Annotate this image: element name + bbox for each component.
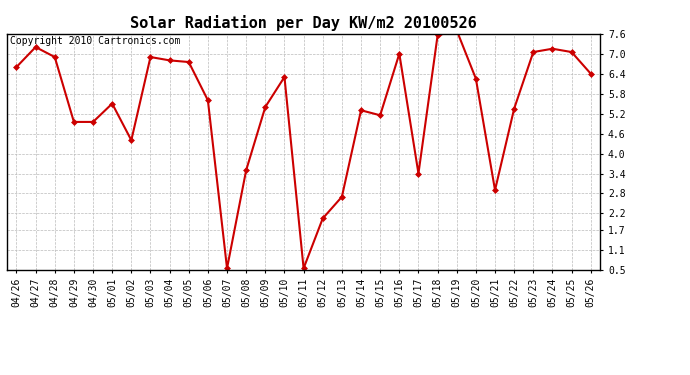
Title: Solar Radiation per Day KW/m2 20100526: Solar Radiation per Day KW/m2 20100526 — [130, 15, 477, 31]
Text: Copyright 2010 Cartronics.com: Copyright 2010 Cartronics.com — [10, 36, 180, 46]
